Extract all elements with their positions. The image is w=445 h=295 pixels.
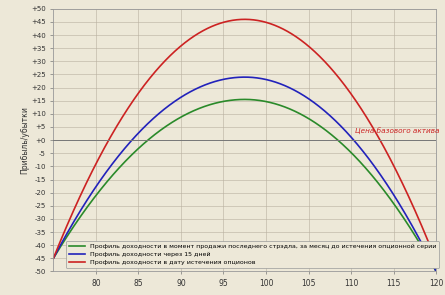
Профиль доходности в дату истечения опционов — [349, 94, 355, 97]
Профиль доходности в дату истечения опционов — [219, 21, 225, 24]
Профиль доходности в дату истечения опционов — [206, 26, 211, 30]
Профиль доходности в момент продажи последнего стрэдла, за месяц до истечения опционной серии — [90, 198, 95, 202]
Профиль доходности в дату истечения опционов — [242, 18, 247, 21]
Профиль доходности через 15 дней — [219, 78, 225, 81]
Line: Профиль доходности в дату истечения опционов: Профиль доходности в дату истечения опци… — [53, 19, 436, 261]
Профиль доходности через 15 дней — [51, 257, 56, 260]
Профиль доходности в момент продажи последнего стрэдла, за месяц до истечения опционной серии — [206, 104, 211, 107]
Line: Профиль доходности через 15 дней: Профиль доходности через 15 дней — [53, 77, 436, 271]
Профиль доходности в момент продажи последнего стрэдла, за месяц до истечения опционной серии — [219, 100, 225, 104]
Профиль доходности в дату истечения опционов — [356, 104, 362, 107]
Профиль доходности в дату истечения опционов — [90, 169, 95, 173]
Профиль доходности через 15 дней — [90, 190, 95, 194]
Профиль доходности в момент продажи последнего стрэдла, за месяц до истечения опционной серии — [51, 257, 56, 260]
Профиль доходности через 15 дней — [433, 270, 439, 273]
Профиль доходности в дату истечения опционов — [433, 259, 439, 263]
Профиль доходности в момент продажи последнего стрэдла, за месяц до истечения опционной серии — [242, 98, 247, 101]
Профиль доходности через 15 дней — [242, 75, 247, 79]
Line: Профиль доходности в момент продажи последнего стрэдла, за месяц до истечения опционной серии: Профиль доходности в момент продажи посл… — [53, 99, 436, 271]
Профиль доходности в момент продажи последнего стрэдла, за месяц до истечения опционной серии — [356, 159, 362, 163]
Text: Цена базового актива: Цена базового актива — [355, 127, 440, 134]
Legend: Профиль доходности в момент продажи последнего стрэдла, за месяц до истечения оп: Профиль доходности в момент продажи посл… — [66, 241, 439, 268]
Профиль доходности в дату истечения опционов — [314, 52, 319, 55]
Профиль доходности через 15 дней — [206, 82, 211, 86]
Профиль доходности в момент продажи последнего стрэдла, за месяц до истечения опционной серии — [314, 122, 319, 125]
Y-axis label: Прибыль/убытки: Прибыль/убытки — [20, 106, 29, 174]
Профиль доходности в дату истечения опционов — [51, 257, 56, 260]
Профиль доходности через 15 дней — [349, 137, 355, 140]
Профиль доходности через 15 дней — [314, 103, 319, 106]
Профиль доходности в момент продажи последнего стрэдла, за месяц до истечения опционной серии — [349, 152, 355, 155]
Профиль доходности через 15 дней — [356, 145, 362, 148]
Профиль доходности в момент продажи последнего стрэдла, за месяц до истечения опционной серии — [433, 270, 439, 273]
